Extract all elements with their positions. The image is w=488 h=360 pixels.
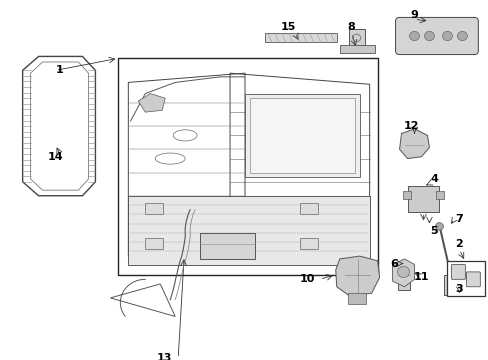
Bar bbox=[402, 191, 410, 198]
Bar bbox=[447, 261, 484, 296]
Bar bbox=[299, 203, 317, 214]
Text: 11: 11 bbox=[413, 273, 428, 283]
Text: 3: 3 bbox=[455, 284, 462, 294]
Bar bbox=[436, 191, 444, 198]
Text: 13: 13 bbox=[157, 353, 172, 360]
Polygon shape bbox=[335, 256, 379, 296]
Bar bbox=[244, 94, 359, 177]
Bar bbox=[397, 264, 408, 289]
Bar bbox=[347, 293, 365, 305]
Bar bbox=[145, 238, 163, 249]
FancyBboxPatch shape bbox=[395, 17, 477, 55]
Polygon shape bbox=[138, 94, 165, 112]
Text: 5: 5 bbox=[430, 226, 437, 236]
FancyBboxPatch shape bbox=[466, 272, 479, 287]
Circle shape bbox=[456, 31, 467, 41]
Bar bbox=[348, 28, 364, 49]
Polygon shape bbox=[392, 259, 414, 287]
Text: 8: 8 bbox=[347, 22, 355, 32]
Text: 10: 10 bbox=[299, 274, 314, 284]
Bar bbox=[249, 98, 354, 172]
Text: 1: 1 bbox=[56, 66, 63, 75]
Text: 15: 15 bbox=[280, 22, 295, 32]
Text: 12: 12 bbox=[403, 121, 418, 131]
Text: 6: 6 bbox=[390, 260, 398, 270]
Circle shape bbox=[435, 223, 443, 230]
Bar bbox=[407, 186, 439, 212]
Bar bbox=[200, 233, 254, 259]
Bar bbox=[339, 45, 374, 53]
Text: 2: 2 bbox=[455, 239, 462, 249]
Circle shape bbox=[424, 31, 433, 41]
Bar bbox=[118, 58, 377, 275]
Bar bbox=[264, 33, 336, 42]
Text: 7: 7 bbox=[455, 214, 462, 224]
Circle shape bbox=[397, 266, 408, 278]
Text: 4: 4 bbox=[429, 174, 438, 184]
FancyBboxPatch shape bbox=[450, 265, 465, 279]
Bar bbox=[145, 203, 163, 214]
Text: 14: 14 bbox=[48, 152, 63, 162]
Text: 9: 9 bbox=[410, 10, 418, 20]
Bar bbox=[444, 275, 457, 295]
Bar bbox=[299, 238, 317, 249]
Circle shape bbox=[442, 31, 451, 41]
Polygon shape bbox=[399, 129, 428, 159]
Polygon shape bbox=[128, 196, 369, 265]
Circle shape bbox=[408, 31, 419, 41]
